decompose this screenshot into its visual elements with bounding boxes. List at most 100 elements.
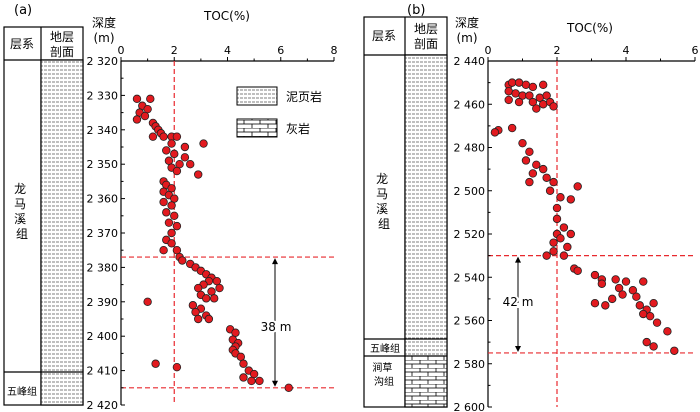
panel-a-formation-wufeng: 五峰组 xyxy=(7,385,37,398)
panel-b-ticks: 0 2 4 6 2 440 2 460 2 480 2 500 2 520 2 540 2 560 2… xyxy=(454,44,699,412)
b-data-point xyxy=(525,91,534,100)
a-data-point xyxy=(151,359,160,368)
a-data-point xyxy=(209,294,219,303)
a-y-tick-label: 2 350 xyxy=(87,158,119,171)
a-data-point xyxy=(143,104,152,114)
b-data-point xyxy=(618,290,627,299)
a-data-point xyxy=(159,245,168,255)
panel-b-header-profile-line2: 剖面 xyxy=(414,37,438,51)
a-x-tick-label: 6 xyxy=(277,44,284,57)
b-data-point xyxy=(573,266,582,275)
a-data-point xyxy=(172,221,182,231)
b-data-point xyxy=(639,277,648,286)
panel-b-depth-label-line2: (m) xyxy=(456,31,477,45)
a-data-point xyxy=(167,139,176,148)
a-data-point xyxy=(180,142,190,152)
b-data-point xyxy=(542,173,551,182)
panel-a-formation-longmaxi-c4: 组 xyxy=(16,227,28,241)
panel-b-formation-longmaxi-c3: 溪 xyxy=(376,202,388,216)
a-data-point xyxy=(143,297,152,306)
b-data-point xyxy=(645,311,655,321)
panel-b-formation-jiancaogou-l1: 涧草 xyxy=(372,361,392,374)
panel-a: (a) 层系 地层 剖面 龙 马 溪 组 五峰组 深度 (m) TOC(%) 0… xyxy=(3,3,338,412)
panel-a-x-axis-title: TOC(%) xyxy=(203,9,250,23)
a-data-point xyxy=(162,146,171,155)
panel-a-legend: 泥页岩 灰岩 xyxy=(236,86,322,138)
panel-a-axes xyxy=(120,60,334,405)
b-data-point xyxy=(632,292,641,301)
b-data-point xyxy=(549,102,558,111)
a-data-point xyxy=(170,149,179,159)
panel-b-header-profile-line1: 地层 xyxy=(414,22,438,36)
a-data-point xyxy=(247,376,256,386)
b-data-point xyxy=(566,195,575,204)
a-data-point xyxy=(167,201,176,210)
a-x-tick-label: 0 xyxy=(118,44,125,57)
b-data-point xyxy=(639,309,648,319)
panel-a-thickness-annotation: 38 m xyxy=(261,320,292,334)
a-data-point xyxy=(172,245,182,255)
panel-a-formation-longmaxi-c2: 马 xyxy=(14,197,26,211)
b-data-point xyxy=(611,275,620,284)
a-data-point xyxy=(180,153,190,162)
b-data-point xyxy=(652,318,662,327)
a-y-tick-label: 2 330 xyxy=(87,89,119,102)
b-data-point xyxy=(532,104,541,113)
a-data-point xyxy=(199,139,208,148)
panel-b-depth-label-line1: 深度 xyxy=(455,15,479,30)
b-data-point xyxy=(521,80,531,89)
b-data-point xyxy=(552,214,562,224)
a-data-point xyxy=(164,218,174,227)
b-data-point xyxy=(601,301,610,310)
b-data-point xyxy=(556,193,565,202)
a-data-point xyxy=(201,294,211,303)
panel-a-header-profile-line1: 地层 xyxy=(50,30,74,44)
a-data-point xyxy=(167,239,176,248)
b-data-point xyxy=(539,80,548,89)
b-data-point xyxy=(539,100,548,109)
panel-a-lithology-outline xyxy=(40,59,84,406)
panel-b-formation-longmaxi-c2: 马 xyxy=(376,187,388,201)
a-data-point xyxy=(194,314,203,324)
a-data-point xyxy=(215,283,224,293)
panel-a-depth-label-line2: (m) xyxy=(93,31,114,45)
b-data-point xyxy=(559,223,569,232)
panel-b: (b) 层系 地层 剖面 龙 马 溪 组 五峰组 涧草 沟组 深度 (m) TO… xyxy=(363,3,699,412)
b-data-point xyxy=(504,87,513,96)
b-data-point xyxy=(504,95,513,105)
b-data-point xyxy=(649,342,658,351)
panel-a-ticks: 0 2 4 6 8 2 320 2 330 2 340 2 350 2 360 2 370 2 380… xyxy=(87,44,338,412)
a-y-tick-label: 2 360 xyxy=(87,193,119,206)
b-data-point xyxy=(545,186,555,195)
panel-a-formation-longmaxi-c1: 龙 xyxy=(14,182,26,196)
b-y-tick-label: 2 440 xyxy=(454,55,486,68)
a-data-point xyxy=(178,256,187,265)
legend-limestone-swatch xyxy=(236,118,278,138)
a-data-point xyxy=(284,383,293,392)
a-y-tick-label: 2 340 xyxy=(87,124,119,137)
b-x-tick-label: 6 xyxy=(692,44,699,57)
a-y-tick-label: 2 390 xyxy=(87,296,119,309)
b-y-tick-label: 2 600 xyxy=(454,401,486,412)
panel-a-depth-label-line1: 深度 xyxy=(92,15,116,30)
a-data-point xyxy=(170,211,179,220)
b-y-tick-label: 2 560 xyxy=(454,315,486,328)
a-data-point xyxy=(132,115,142,124)
b-data-point xyxy=(521,156,531,165)
a-data-point xyxy=(236,352,246,362)
b-data-point xyxy=(511,89,520,98)
panel-a-points xyxy=(132,94,293,392)
b-y-tick-label: 2 480 xyxy=(454,142,486,155)
a-data-point xyxy=(188,301,198,310)
b-data-point xyxy=(590,299,600,308)
a-data-point xyxy=(146,94,155,104)
panel-a-header-strata: 层系 xyxy=(10,37,34,51)
b-data-point xyxy=(542,251,551,260)
b-data-point xyxy=(542,91,551,100)
a-x-tick-label: 4 xyxy=(224,44,231,57)
b-data-point xyxy=(525,177,534,187)
b-y-tick-label: 2 500 xyxy=(454,185,486,198)
a-data-point xyxy=(132,94,142,104)
panel-b-x-axis-title: TOC(%) xyxy=(566,21,613,35)
